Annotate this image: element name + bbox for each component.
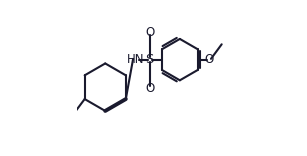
Text: O: O — [145, 26, 154, 39]
Text: O: O — [204, 53, 214, 66]
Text: S: S — [146, 53, 154, 66]
Text: O: O — [145, 82, 154, 95]
Text: HN: HN — [127, 53, 145, 66]
